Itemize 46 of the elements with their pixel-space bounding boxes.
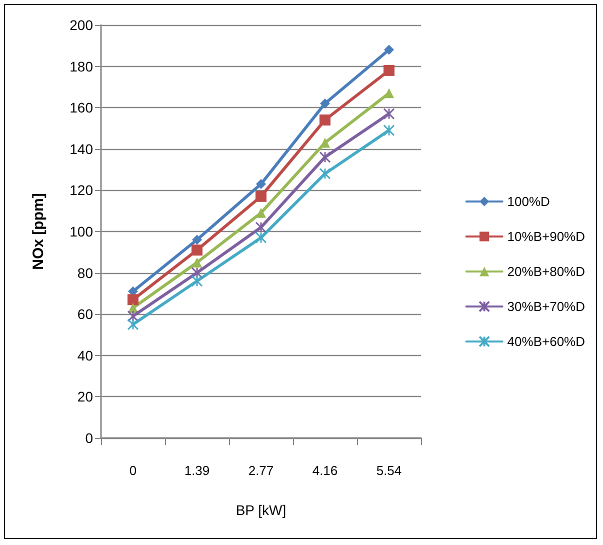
point [192,234,202,245]
y-tick-label: 60 [77,306,94,322]
legend-label: 10%B+90%D [507,229,586,244]
point [384,64,394,76]
point [320,98,330,108]
point [255,232,267,244]
point [384,88,394,98]
point [319,168,331,180]
point [255,222,267,234]
y-tick-label: 120 [70,182,94,198]
point [320,114,330,126]
point [319,151,331,163]
x-axis-title: BP [kW] [236,502,286,518]
y-tick-label: 0 [85,430,94,446]
point [191,275,203,287]
point [192,257,202,268]
y-tick-label: 100 [70,224,94,240]
point [128,294,138,306]
x-tick-label: 5.54 [376,463,402,478]
point [191,267,203,279]
y-tick-label: 180 [70,58,94,74]
point [256,179,266,190]
y-tick-label: 80 [77,264,94,281]
y-tick-label: 20 [77,388,94,405]
point [127,310,139,322]
legend-label: 40%B+60%D [507,334,586,349]
point [127,318,139,330]
y-tick-label: 200 [70,17,94,33]
legend-label: 20%B+80%D [507,264,586,279]
x-tick-label: 1.39 [184,463,210,478]
point [383,108,395,120]
point [320,138,330,148]
y-tick-label: 40 [77,347,94,364]
point [256,208,266,218]
point [383,124,395,136]
legend-label: 30%B+70%D [507,299,586,314]
y-tick-label: 160 [70,100,94,116]
x-tick-label: 0 [129,463,137,478]
point [384,44,394,55]
x-tick-label: 2.77 [248,463,274,478]
legend-label: 100%D [507,194,550,209]
x-tick-label: 4.16 [312,463,338,478]
y-tick-label: 140 [70,140,94,157]
point [256,190,266,202]
y-axis-title: NOx [ppm] [30,193,47,270]
point [192,244,202,256]
